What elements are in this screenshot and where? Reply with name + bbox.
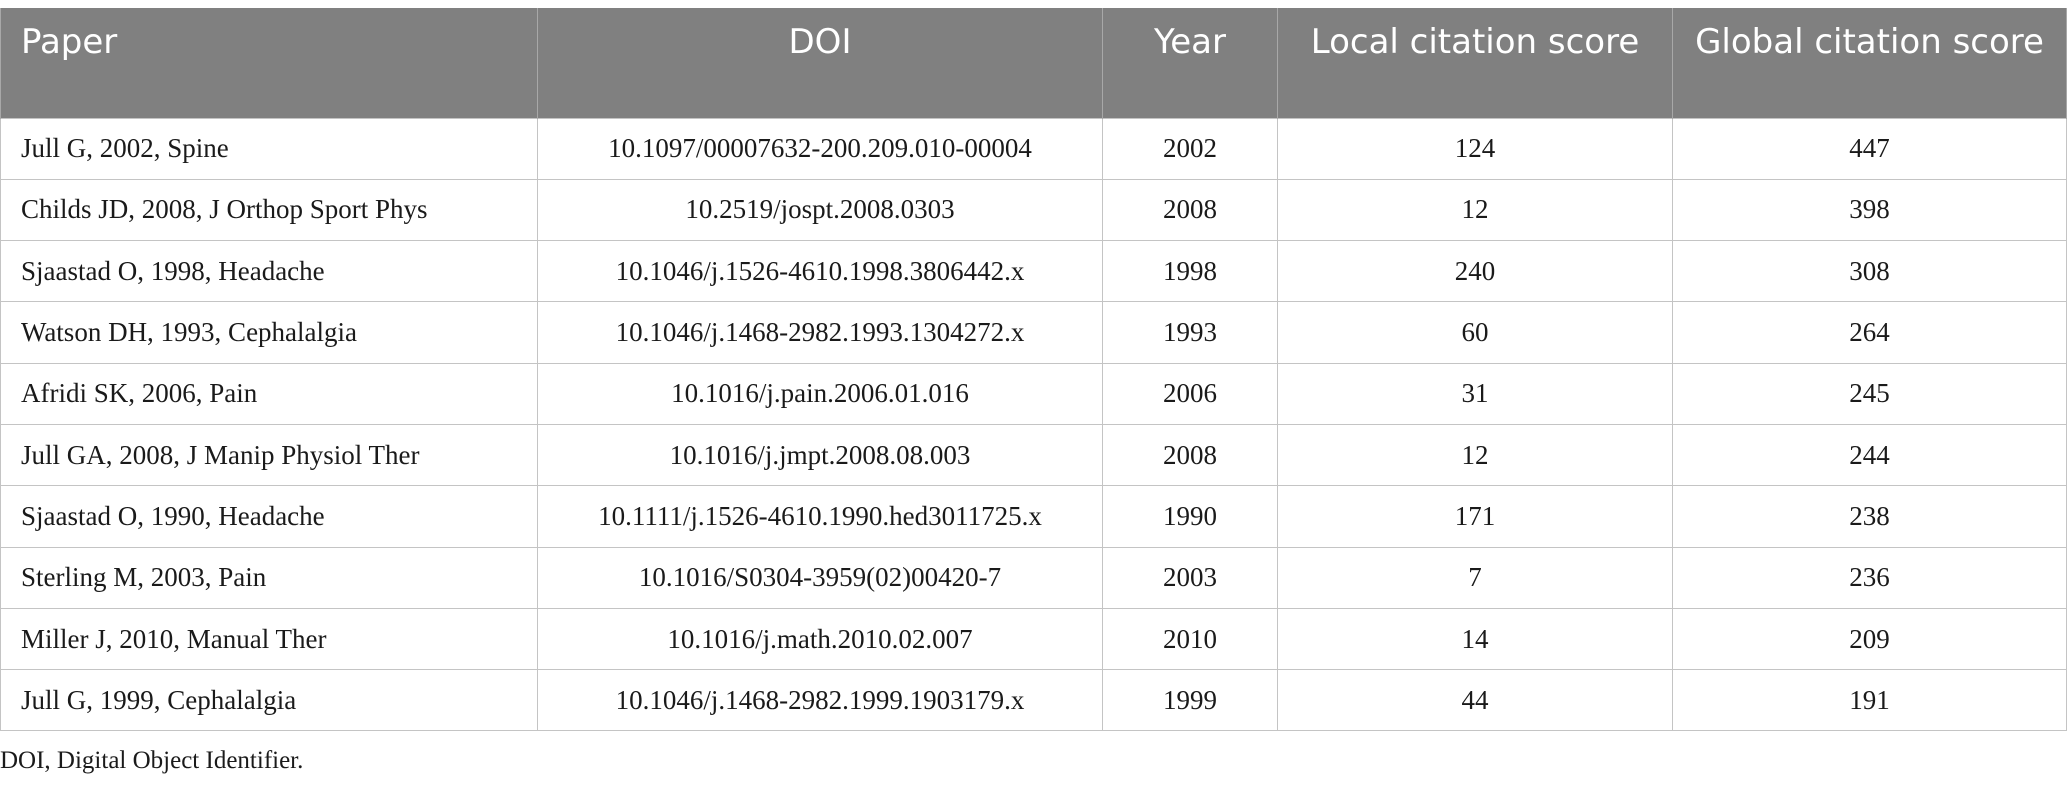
- cell-global-score: 244: [1672, 423, 2067, 487]
- cell-local-score: 240: [1277, 240, 1673, 303]
- cell-doi: 10.1016/j.math.2010.02.007: [537, 607, 1103, 671]
- citation-table: Paper DOI Year Local citation score Glob…: [0, 8, 2067, 732]
- cell-doi: 10.1097/00007632-200.209.010-00004: [537, 117, 1103, 180]
- cell-doi: 10.1016/j.pain.2006.01.016: [537, 362, 1103, 425]
- cell-year: 2006: [1102, 362, 1278, 425]
- cell-local-score: 60: [1277, 301, 1673, 364]
- cell-doi: 10.1111/j.1526-4610.1990.hed3011725.x: [537, 485, 1103, 548]
- table-row: Miller J, 2010, Manual Ther 10.1016/j.ma…: [0, 607, 2067, 671]
- cell-global-score: 447: [1672, 117, 2067, 180]
- cell-doi: 10.1016/j.jmpt.2008.08.003: [537, 423, 1103, 487]
- table-row: Childs JD, 2008, J Orthop Sport Phys 10.…: [0, 178, 2067, 242]
- citation-table-container: Paper DOI Year Local citation score Glob…: [0, 8, 2067, 732]
- table-row: Afridi SK, 2006, Pain 10.1016/j.pain.200…: [0, 362, 2067, 425]
- cell-year: 1990: [1102, 485, 1278, 548]
- cell-global-score: 264: [1672, 301, 2067, 364]
- cell-global-score: 209: [1672, 607, 2067, 671]
- cell-local-score: 44: [1277, 669, 1673, 732]
- header-global-citation-score: Global citation score: [1672, 8, 2067, 118]
- cell-local-score: 7: [1277, 546, 1673, 609]
- table-row: Sjaastad O, 1990, Headache 10.1111/j.152…: [0, 485, 2067, 548]
- cell-paper: Watson DH, 1993, Cephalalgia: [0, 301, 538, 364]
- cell-local-score: 12: [1277, 423, 1673, 487]
- cell-global-score: 398: [1672, 178, 2067, 242]
- cell-year: 2008: [1102, 178, 1278, 242]
- table-row: Jull GA, 2008, J Manip Physiol Ther 10.1…: [0, 423, 2067, 487]
- table-row: Jull G, 1999, Cephalalgia 10.1046/j.1468…: [0, 669, 2067, 732]
- cell-local-score: 12: [1277, 178, 1673, 242]
- cell-local-score: 124: [1277, 117, 1673, 180]
- cell-doi: 10.1046/j.1468-2982.1993.1304272.x: [537, 301, 1103, 364]
- header-local-citation-score: Local citation score: [1277, 8, 1673, 118]
- cell-paper: Sterling M, 2003, Pain: [0, 546, 538, 609]
- cell-local-score: 171: [1277, 485, 1673, 548]
- cell-year: 2003: [1102, 546, 1278, 609]
- cell-paper: Afridi SK, 2006, Pain: [0, 362, 538, 425]
- table-row: Watson DH, 1993, Cephalalgia 10.1046/j.1…: [0, 301, 2067, 364]
- cell-global-score: 191: [1672, 669, 2067, 732]
- table-row: Jull G, 2002, Spine 10.1097/00007632-200…: [0, 117, 2067, 180]
- cell-global-score: 245: [1672, 362, 2067, 425]
- cell-year: 1993: [1102, 301, 1278, 364]
- cell-doi: 10.1046/j.1468-2982.1999.1903179.x: [537, 669, 1103, 732]
- table-row: Sjaastad O, 1998, Headache 10.1046/j.152…: [0, 240, 2067, 303]
- cell-year: 2002: [1102, 117, 1278, 180]
- cell-paper: Sjaastad O, 1990, Headache: [0, 485, 538, 548]
- cell-doi: 10.1046/j.1526-4610.1998.3806442.x: [537, 240, 1103, 303]
- cell-year: 2010: [1102, 607, 1278, 671]
- cell-global-score: 236: [1672, 546, 2067, 609]
- header-doi: DOI: [537, 8, 1103, 118]
- table-row: Sterling M, 2003, Pain 10.1016/S0304-395…: [0, 546, 2067, 609]
- cell-global-score: 308: [1672, 240, 2067, 303]
- cell-local-score: 31: [1277, 362, 1673, 425]
- cell-paper: Jull G, 2002, Spine: [0, 117, 538, 180]
- cell-paper: Miller J, 2010, Manual Ther: [0, 607, 538, 671]
- cell-year: 1999: [1102, 669, 1278, 732]
- cell-doi: 10.2519/jospt.2008.0303: [537, 178, 1103, 242]
- cell-paper: Jull G, 1999, Cephalalgia: [0, 669, 538, 732]
- header-year: Year: [1102, 8, 1278, 118]
- header-paper: Paper: [0, 8, 538, 118]
- cell-local-score: 14: [1277, 607, 1673, 671]
- table-header-row: Paper DOI Year Local citation score Glob…: [0, 8, 2067, 118]
- cell-paper: Jull GA, 2008, J Manip Physiol Ther: [0, 423, 538, 487]
- table-footnote: DOI, Digital Object Identifier.: [0, 747, 304, 774]
- cell-global-score: 238: [1672, 485, 2067, 548]
- cell-paper: Childs JD, 2008, J Orthop Sport Phys: [0, 178, 538, 242]
- cell-year: 1998: [1102, 240, 1278, 303]
- cell-paper: Sjaastad O, 1998, Headache: [0, 240, 538, 303]
- cell-year: 2008: [1102, 423, 1278, 487]
- cell-doi: 10.1016/S0304-3959(02)00420-7: [537, 546, 1103, 609]
